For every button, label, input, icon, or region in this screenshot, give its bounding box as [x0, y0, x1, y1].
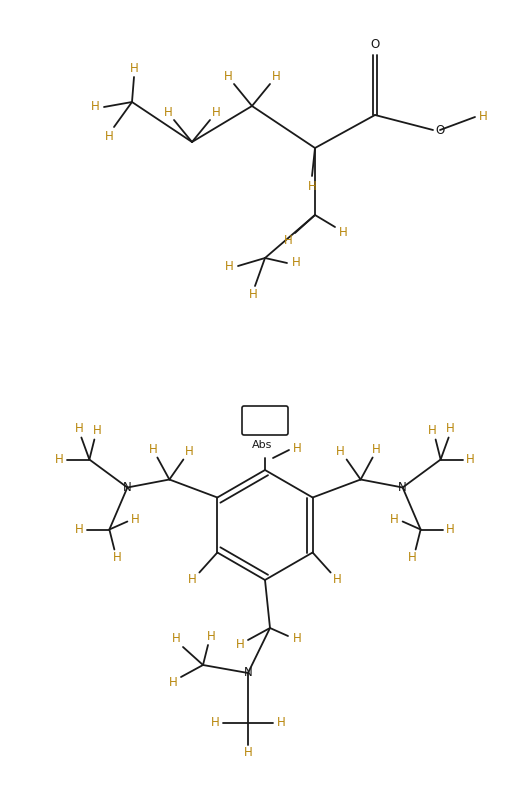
Text: N: N — [123, 481, 132, 494]
Text: H: H — [429, 424, 437, 437]
Text: H: H — [372, 443, 381, 456]
Text: H: H — [293, 633, 302, 645]
Text: H: H — [212, 105, 220, 119]
Text: H: H — [188, 573, 197, 586]
Text: H: H — [224, 69, 233, 83]
Text: H: H — [466, 453, 475, 466]
Text: H: H — [446, 523, 455, 536]
Text: H: H — [105, 130, 114, 142]
Text: H: H — [293, 442, 302, 455]
Text: H: H — [390, 513, 399, 526]
Text: H: H — [272, 69, 280, 83]
Text: H: H — [149, 443, 158, 456]
Text: H: H — [307, 179, 316, 193]
Text: H: H — [169, 677, 177, 689]
Text: H: H — [75, 422, 84, 435]
Text: H: H — [478, 110, 487, 124]
Text: H: H — [336, 445, 345, 458]
Text: H: H — [211, 716, 219, 730]
Text: H: H — [292, 257, 301, 269]
Text: H: H — [93, 424, 102, 437]
Text: H: H — [225, 260, 234, 272]
Text: H: H — [207, 630, 216, 644]
Text: N: N — [244, 667, 252, 679]
Text: H: H — [339, 226, 347, 238]
Text: H: H — [91, 101, 99, 113]
Text: O: O — [371, 39, 380, 51]
Text: H: H — [277, 716, 285, 730]
FancyBboxPatch shape — [242, 406, 288, 435]
Text: H: H — [75, 523, 84, 536]
Text: H: H — [446, 422, 455, 435]
Text: N: N — [398, 481, 407, 494]
Text: O: O — [435, 124, 444, 136]
Text: Abs: Abs — [252, 441, 272, 450]
Text: H: H — [131, 513, 140, 526]
Text: H: H — [249, 289, 258, 301]
Text: H: H — [185, 445, 194, 458]
Text: H: H — [113, 551, 122, 564]
Text: H: H — [284, 234, 293, 246]
Text: H: H — [236, 638, 244, 652]
Text: H: H — [55, 453, 64, 466]
Text: H: H — [244, 747, 252, 759]
Text: H: H — [408, 551, 417, 564]
Text: H: H — [130, 61, 139, 75]
Text: H: H — [164, 105, 173, 119]
Text: H: H — [333, 573, 342, 586]
Text: H: H — [172, 633, 181, 645]
